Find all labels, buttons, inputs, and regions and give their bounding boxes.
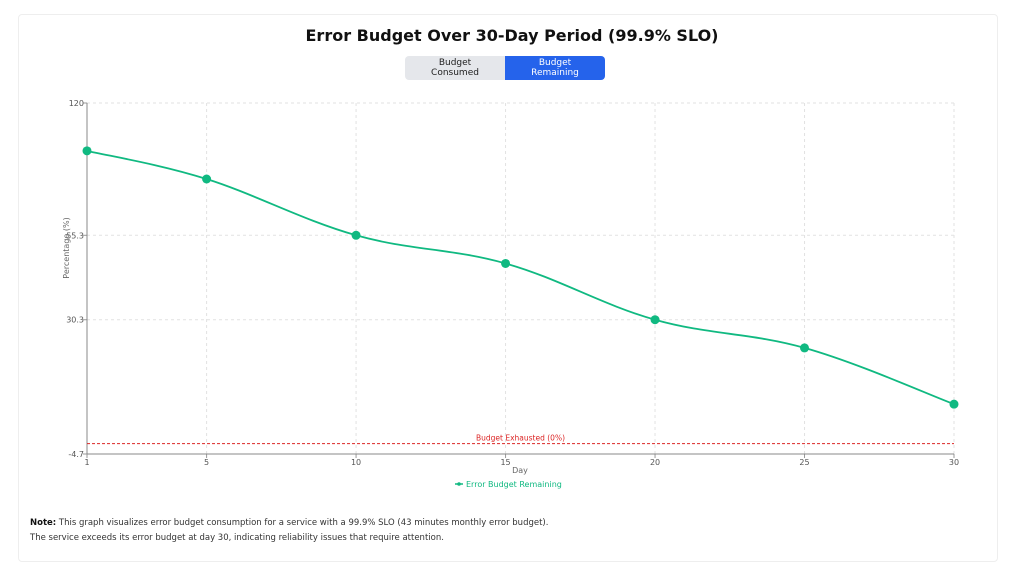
data-point-day-20 xyxy=(650,315,660,325)
chart-card xyxy=(18,14,998,562)
y-tick-label-2: 30.3 xyxy=(66,316,84,325)
x-tick-label-30: 30 xyxy=(949,458,959,467)
series-group xyxy=(82,146,959,409)
note-line-2: The service exceeds its error budget at … xyxy=(30,533,444,543)
x-tick-label-5: 5 xyxy=(204,458,209,467)
note-label: Note: xyxy=(30,518,57,528)
x-tick-label-1: 1 xyxy=(84,458,89,467)
data-point-day-30 xyxy=(949,399,959,409)
budget-exhausted-label: Budget Exhausted (0%) xyxy=(476,434,565,443)
chart-title: Error Budget Over 30-Day Period (99.9% S… xyxy=(305,26,719,45)
data-point-day-10 xyxy=(351,230,361,240)
data-point-day-1 xyxy=(82,146,92,156)
x-axis-title: Day xyxy=(512,466,528,475)
axes xyxy=(83,102,955,458)
view-toggle: Budget Consumed Budget Remaining xyxy=(405,56,605,80)
data-point-day-15 xyxy=(501,258,511,268)
x-tick-label-10: 10 xyxy=(351,458,361,467)
legend-label-error-budget-remaining: Error Budget Remaining xyxy=(466,480,562,489)
y-tick-label-1: 55.3 xyxy=(66,231,84,240)
y-axis-title: Percentage (%) xyxy=(62,217,71,278)
grid-lines xyxy=(86,102,955,455)
x-tick-label-15: 15 xyxy=(500,458,510,467)
x-tick-label-20: 20 xyxy=(650,458,660,467)
note-line-1: This graph visualizes error budget consu… xyxy=(58,518,549,528)
y-tick-label-3: -4.7 xyxy=(68,450,84,459)
note-text: Note: This graph visualizes error budget… xyxy=(30,516,548,546)
legend: Error Budget Remaining xyxy=(455,480,562,489)
data-point-day-5 xyxy=(202,174,212,184)
budget-remaining-button[interactable]: Budget Remaining xyxy=(505,56,605,80)
x-tick-label-25: 25 xyxy=(799,458,809,467)
budget-consumed-button[interactable]: Budget Consumed xyxy=(405,56,505,80)
data-point-day-25 xyxy=(800,343,810,353)
reference-line-group: Budget Exhausted (0%) xyxy=(87,434,954,445)
y-tick-label-0: 120 xyxy=(69,99,84,108)
legend-marker xyxy=(457,482,461,486)
series-line-error-budget-remaining xyxy=(86,149,955,406)
